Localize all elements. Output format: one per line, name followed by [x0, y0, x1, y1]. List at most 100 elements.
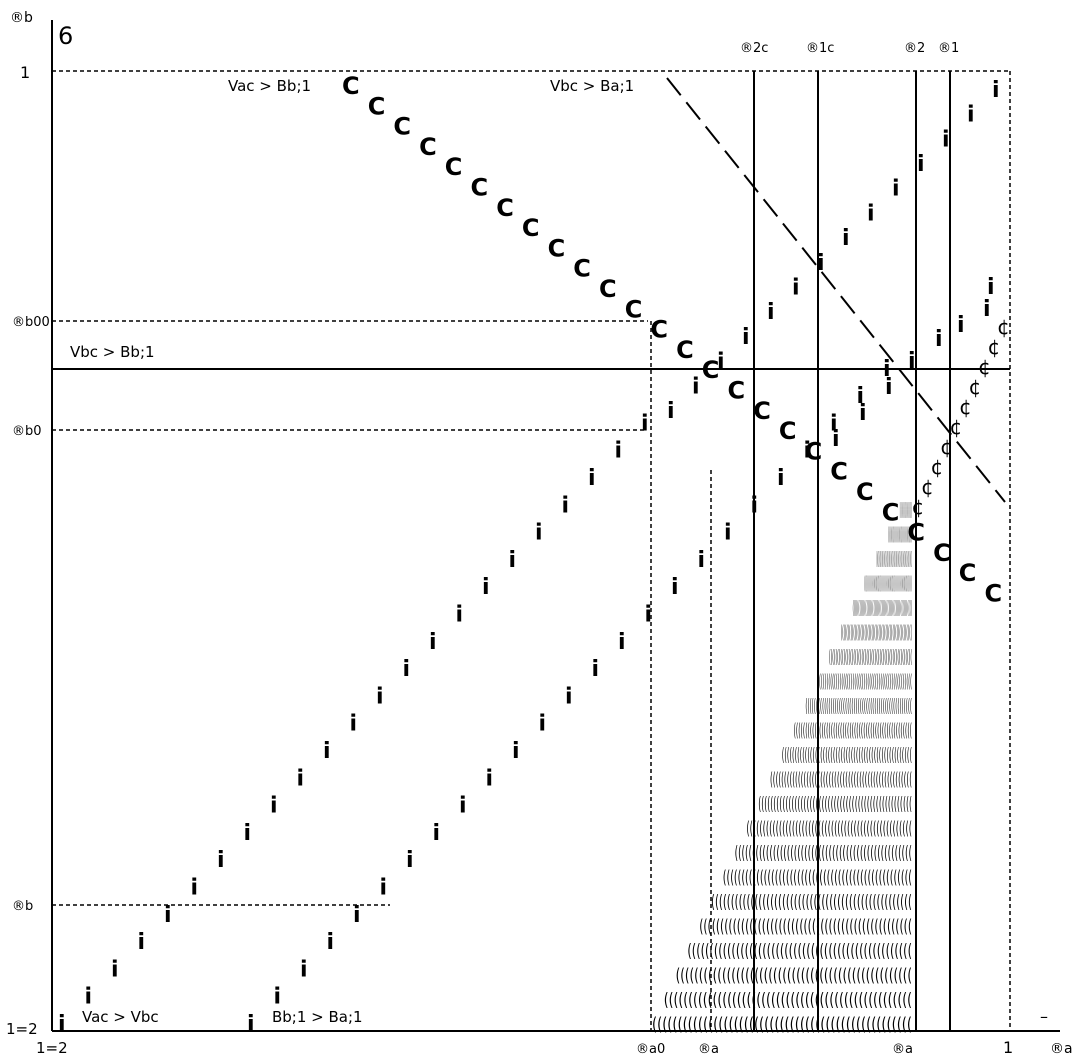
- a-hat-label: ®a: [892, 1042, 913, 1057]
- a-low-label: ®a: [698, 1042, 719, 1057]
- i-mark: i: [588, 466, 596, 491]
- i-mark: i: [58, 1012, 66, 1037]
- c-mark: C: [856, 478, 874, 506]
- i-mark: i: [618, 630, 626, 655]
- i-mark: i: [353, 903, 361, 928]
- i-mark: i: [942, 127, 950, 152]
- cent-mark: ¢: [931, 455, 944, 479]
- c-mark: C: [728, 377, 746, 405]
- hatched-region: ((((((((((((((((((((((((((((((((((((((((…: [652, 500, 912, 1036]
- cent-mark: ¢: [940, 435, 953, 459]
- i-mark: i: [429, 630, 437, 655]
- i-mark: i: [247, 1012, 255, 1037]
- i-mark: i: [987, 275, 995, 300]
- i-mark: i: [859, 401, 867, 426]
- i-mark: i: [486, 766, 494, 791]
- i-mark: i: [767, 300, 775, 325]
- hatch-row: ((((((((((((((((((((((((((((((((((((((((…: [805, 696, 912, 717]
- hatch-row: ((((((((((((((((((((((((((((((((((((((((…: [687, 941, 912, 962]
- c-mark: C: [933, 539, 951, 567]
- hatch-row: ((((((((((((((((((((((((((((((((((((((((…: [735, 843, 912, 864]
- one-right-label: 1: [1003, 1038, 1013, 1057]
- cent-mark: ¢: [950, 415, 963, 439]
- i-mark: i: [742, 325, 750, 350]
- i-mark: i: [883, 357, 891, 382]
- i-mark: i: [403, 657, 411, 682]
- c-mark: C: [650, 316, 668, 344]
- c-mark: C: [959, 559, 977, 587]
- i-mark: i: [191, 876, 199, 901]
- i-mark: i: [459, 794, 467, 819]
- i-mark: i: [565, 684, 573, 709]
- i-mark: i: [867, 201, 875, 226]
- alpha-1c-label: ®1c: [806, 41, 834, 56]
- cent-mark: ¢: [997, 315, 1010, 339]
- hatch-row: ((((((((((((((((((((((((((((((((((((((((…: [794, 720, 912, 741]
- i-mark: i: [300, 957, 308, 982]
- cent-mark: ¢: [921, 475, 934, 499]
- c-mark: C: [368, 92, 386, 120]
- i-mark: i: [724, 521, 732, 546]
- a0-label: ®a0: [636, 1042, 665, 1057]
- i-mark: i: [830, 411, 838, 436]
- cent-mark: ¢: [912, 495, 925, 519]
- half-y-label: 1=2: [6, 1020, 38, 1038]
- b-d-label: ®b0: [12, 424, 42, 439]
- c-mark: C: [907, 519, 925, 547]
- c-mark: C: [625, 295, 643, 323]
- cond-vb-bb-label: Vbc > Bb;1: [70, 343, 155, 361]
- c-mark: C: [573, 255, 591, 283]
- i-mark: i: [535, 521, 543, 546]
- b-dd-label: ®b00: [12, 315, 50, 330]
- cent-mark: ¢: [988, 335, 1001, 359]
- i-mark: i: [908, 349, 916, 374]
- cond-bb-ba-label: Bb;1 > Ba;1: [272, 1008, 363, 1026]
- hatch-row: ((((((((((((((((((((((((((((((((((((((((…: [664, 990, 912, 1011]
- c-mark: C: [985, 580, 1003, 608]
- i-mark: i: [645, 603, 653, 628]
- c-mark: C: [830, 458, 848, 486]
- c-mark: C: [676, 336, 694, 364]
- c-mark: C: [522, 214, 540, 242]
- i-mark: i: [641, 411, 649, 436]
- hatch-row: ((((((((((((((((((((((((((((((((((((((((…: [817, 671, 912, 692]
- i-mark: i: [509, 548, 517, 573]
- i-mark: i: [350, 712, 358, 737]
- i-mark: i: [562, 493, 570, 518]
- hatch-row: ((((((((((((((((((((((((((((((((((((((((…: [711, 892, 912, 913]
- c-mark: C: [496, 194, 514, 222]
- hatch-row: ((((((((((((((((((((((((((((((((((((((((…: [888, 524, 912, 545]
- i-mark: i: [270, 794, 278, 819]
- i-mark: i: [957, 313, 965, 338]
- i-mark: i: [967, 103, 975, 128]
- i-mark: i: [592, 657, 600, 682]
- i-mark: i: [667, 399, 675, 424]
- i-mark: i: [692, 374, 700, 399]
- cent-mark: ¢: [959, 395, 972, 419]
- hatch-row: ((((((((((((((((((((((((((((((((((((((((…: [841, 622, 912, 643]
- i-mark: i: [935, 327, 943, 352]
- b-low-label: ®b: [12, 899, 33, 914]
- i-mark: i: [376, 684, 384, 709]
- cond-vb-ba-label: Vbc > Ba;1: [550, 77, 634, 95]
- i-mark: i: [244, 821, 252, 846]
- c-mark: C: [419, 133, 437, 161]
- i-mark: i: [274, 985, 282, 1010]
- hatch-row: ((((((((((((((((((((((((((((((((((((((((…: [758, 794, 912, 815]
- i-mark: i: [832, 427, 840, 452]
- c-mark: C: [342, 72, 360, 100]
- cond-va-vb-label: Vac > Vbc: [82, 1008, 159, 1026]
- c-mark: C: [702, 356, 720, 384]
- i-mark: i: [85, 985, 93, 1010]
- i-mark: i: [297, 766, 305, 791]
- i-mark: i: [885, 375, 893, 400]
- c-mark: C: [599, 275, 617, 303]
- alpha-2c-label: ®2c: [740, 41, 768, 56]
- six-symbol: 6: [58, 22, 73, 50]
- c-mark: C: [548, 234, 566, 262]
- i-mark: i: [323, 739, 331, 764]
